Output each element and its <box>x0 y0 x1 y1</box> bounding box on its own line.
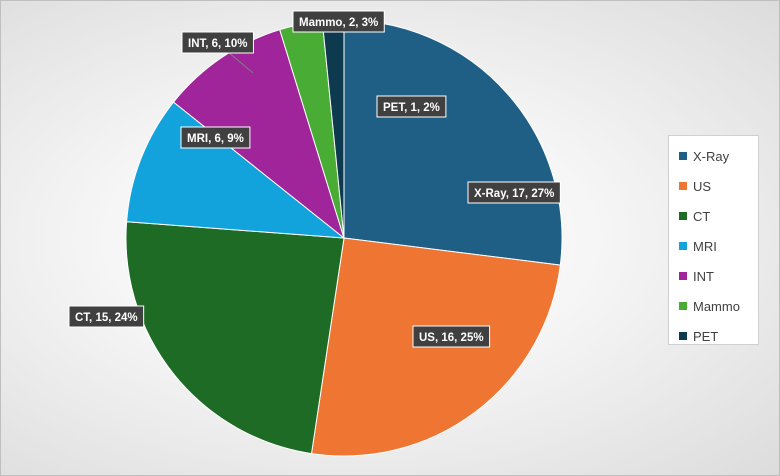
data-label-x-ray: X-Ray, 17, 27% <box>467 181 561 204</box>
legend-item-ct: CT <box>679 201 758 231</box>
legend-label: PET <box>693 328 719 344</box>
legend-swatch <box>679 212 687 220</box>
svg-text:X-Ray, 17, 27%: X-Ray, 17, 27% <box>474 188 554 200</box>
legend-swatch <box>679 242 687 250</box>
svg-text:PET, 1, 2%: PET, 1, 2% <box>383 102 440 114</box>
data-label-pet: PET, 1, 2% <box>376 95 447 118</box>
pie-slice-int <box>172 29 345 240</box>
legend-swatch <box>679 182 687 190</box>
data-label-mri: MRI, 6, 9% <box>180 126 251 149</box>
legend-swatch <box>679 272 687 280</box>
legend-item-pet: PET <box>679 321 758 351</box>
svg-text:INT, 6, 10%: INT, 6, 10% <box>188 38 247 50</box>
pie-slices <box>125 19 563 457</box>
svg-text:CT, 15, 24%: CT, 15, 24% <box>75 312 138 324</box>
svg-text:MRI, 6, 9%: MRI, 6, 9% <box>187 133 244 145</box>
legend-item-mri: MRI <box>679 231 758 261</box>
legend-item-int: INT <box>679 261 758 291</box>
legend-label: X-Ray <box>693 148 730 164</box>
legend-label: Mammo <box>693 298 740 314</box>
legend-swatch <box>679 332 687 340</box>
pie-slice-ct <box>125 221 345 455</box>
data-label-us: US, 16, 25% <box>412 325 491 348</box>
data-label-mammo: Mammo, 2, 3% <box>292 10 385 33</box>
legend-item-x-ray: X-Ray <box>679 141 758 171</box>
legend-label: US <box>693 178 712 194</box>
legend-item-mammo: Mammo <box>679 291 758 321</box>
legend-label: INT <box>693 268 714 284</box>
legend-swatch <box>679 152 687 160</box>
svg-text:US, 16, 25%: US, 16, 25% <box>419 332 484 344</box>
svg-text:Mammo, 2, 3%: Mammo, 2, 3% <box>299 17 378 29</box>
data-labels: X-Ray, 17, 27% US, 16, 25% CT, 15, 24% MRI,… <box>68 10 561 348</box>
data-label-ct: CT, 15, 24% <box>68 305 145 328</box>
legend-label: MRI <box>693 238 717 254</box>
data-label-int: INT, 6, 10% <box>181 31 254 54</box>
pie-slice-x-ray <box>343 19 563 266</box>
legend-label: CT <box>693 208 711 224</box>
legend-swatch <box>679 302 687 310</box>
legend: X-Ray US CT MRI INT Mammo PET <box>668 135 759 345</box>
legend-item-us: US <box>679 171 758 201</box>
